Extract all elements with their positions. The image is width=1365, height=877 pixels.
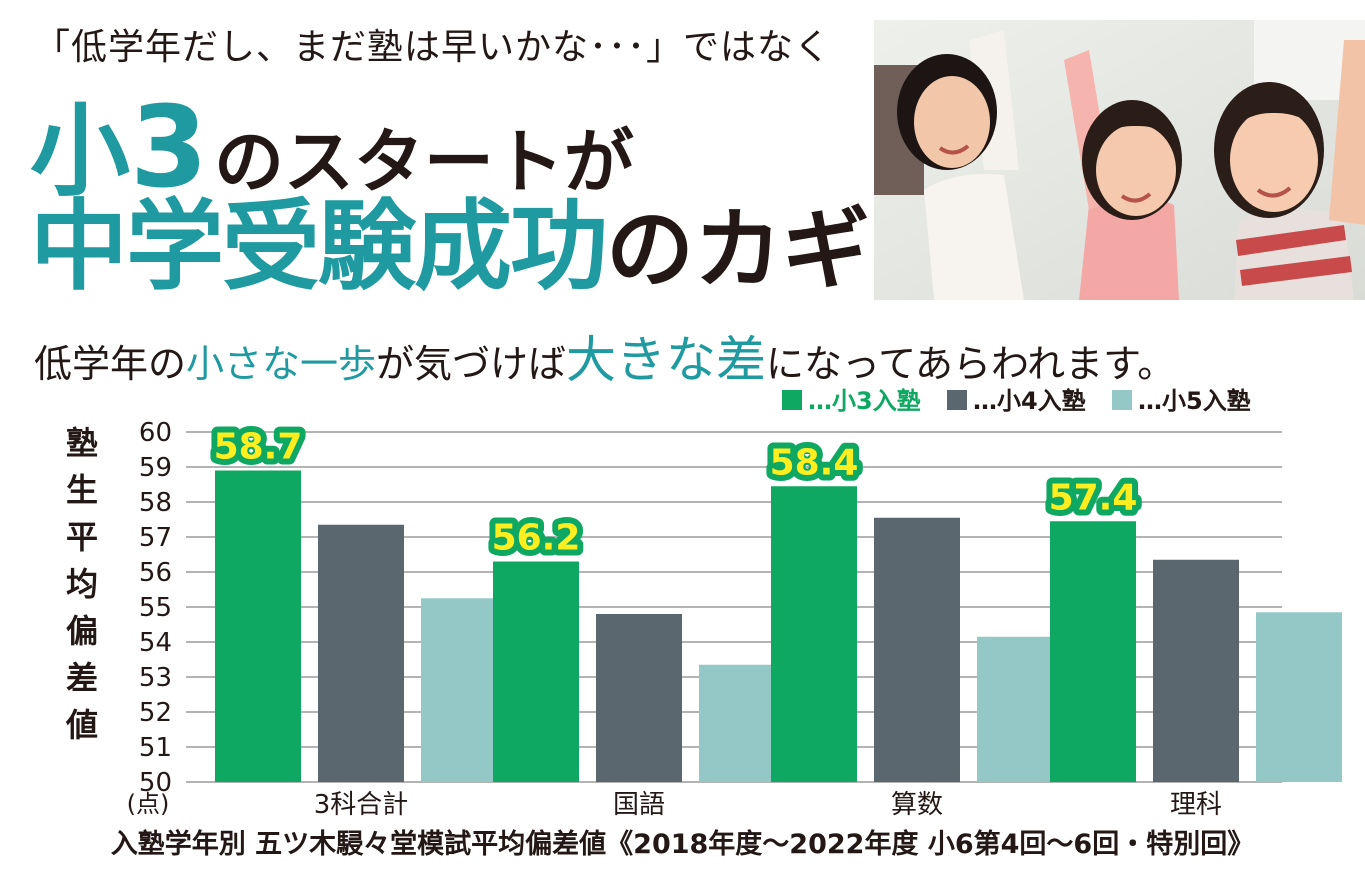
- legend-label: …小5入塾: [1138, 387, 1251, 415]
- subline: 低学年の小さな一歩が気づけば大きな差になってあらわれます。: [34, 320, 1175, 392]
- y-tick-label: 52: [139, 698, 172, 728]
- bar: [1256, 612, 1342, 782]
- legend-swatch: [947, 390, 967, 410]
- x-tick-label: 理科: [1170, 790, 1222, 820]
- bar: [215, 470, 301, 782]
- subline-small-step: 小さな一歩: [186, 342, 377, 386]
- y-tick-label: 50: [139, 768, 172, 798]
- data-label-outline: 58.7: [214, 427, 303, 468]
- bar: [596, 614, 682, 782]
- headline-success: 中学受験成功: [30, 190, 608, 304]
- y-axis-unit: (点): [127, 790, 170, 818]
- headline-line-2: 中学受験成功のカギ!: [30, 198, 910, 296]
- subline-part-a: 低学年の: [34, 342, 187, 386]
- data-label: 57.4: [1049, 477, 1138, 518]
- bar: [318, 524, 404, 782]
- lead-text: 「低学年だし、まだ塾は早いかな･･･」ではなく: [34, 27, 832, 68]
- bar: [421, 598, 507, 782]
- y-tick-label: 54: [139, 628, 172, 658]
- y-tick-label: 60: [139, 418, 172, 448]
- y-tick-label: 58: [139, 488, 172, 518]
- children-raising-hands-photo-icon: [874, 20, 1365, 300]
- bar-chart: …小3入塾 …小4入塾 …小5入塾 60 59 58 57 56 55 54 53 52 51 50 5…: [127, 387, 1342, 820]
- data-label: 58.4: [770, 442, 859, 483]
- x-axis-ticks: 3科合計 国語 算数 理科: [314, 790, 1222, 820]
- x-tick-label: 3科合計: [314, 790, 409, 820]
- chart-bars: 58.758.756.256.258.458.457.457.4: [208, 421, 1342, 782]
- data-label-outline: 56.2: [492, 518, 581, 559]
- headline-key: のカギ!: [606, 198, 911, 301]
- y-tick-label: 59: [139, 453, 172, 483]
- legend-label: …小3入塾: [808, 387, 921, 415]
- headline-small: 小: [30, 93, 130, 210]
- y-tick-label: 56: [139, 558, 172, 588]
- x-tick-label: 国語: [613, 790, 665, 820]
- headline-start: のスタートが: [213, 121, 634, 203]
- y-axis-label: 塾生平均偏差値: [65, 424, 98, 744]
- headline-three: 3: [130, 83, 208, 213]
- chart-caption: 入塾学年別 五ツ木駸々堂模試平均偏差値《2018年度〜2022年度 小6第4回〜…: [110, 829, 1255, 860]
- bar: [1153, 559, 1239, 782]
- y-tick-label: 55: [139, 593, 172, 623]
- data-label-outline: 57.4: [1049, 477, 1138, 518]
- data-label: 56.2: [492, 518, 581, 559]
- bar: [874, 517, 960, 782]
- y-tick-label: 57: [139, 523, 172, 553]
- data-label-outline: 58.4: [770, 442, 859, 483]
- chart-legend: …小3入塾 …小4入塾 …小5入塾: [782, 387, 1251, 415]
- legend-label: …小4入塾: [973, 387, 1086, 415]
- bar: [977, 636, 1063, 782]
- y-tick-label: 53: [139, 663, 172, 693]
- subline-part-c: が気づけば: [376, 342, 567, 386]
- legend-swatch: [782, 390, 802, 410]
- bar: [771, 486, 857, 782]
- x-tick-label: 算数: [891, 790, 943, 820]
- bar: [493, 561, 579, 782]
- y-tick-label: 51: [139, 733, 172, 763]
- subline-big-difference: 大きな差: [566, 331, 767, 389]
- bar: [699, 664, 785, 782]
- headline-line-1: 小3のスタートが: [30, 92, 634, 204]
- y-axis-ticks: 60 59 58 57 56 55 54 53 52 51 50: [139, 418, 172, 798]
- legend-swatch: [1112, 390, 1132, 410]
- children-photo: [874, 20, 1365, 300]
- subline-part-e: になってあらわれます。: [766, 342, 1176, 386]
- bar: [1050, 521, 1136, 782]
- data-label: 58.7: [214, 427, 303, 468]
